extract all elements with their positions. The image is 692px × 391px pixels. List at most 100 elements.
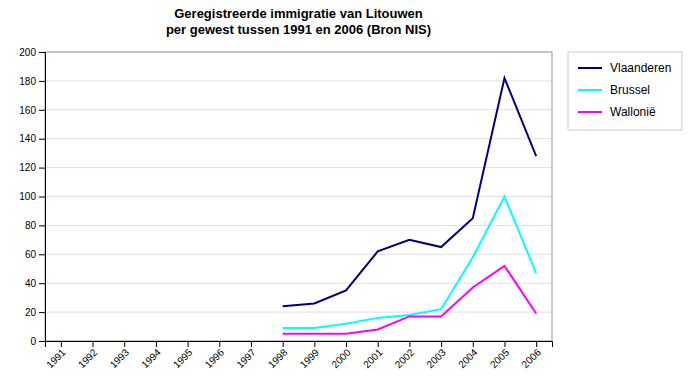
tick: 1998 xyxy=(266,341,290,370)
legend-swatch xyxy=(578,89,602,91)
tick-label: 180 xyxy=(19,76,36,87)
tick-mark xyxy=(39,254,45,255)
tick: 1999 xyxy=(298,341,322,370)
legend-box xyxy=(568,52,682,130)
tick: 40 xyxy=(25,278,45,289)
y-axis: 020406080100120140160180200 xyxy=(19,47,45,347)
title: Geregistreerde immigratie van Litouwenpe… xyxy=(166,6,431,37)
grid-line xyxy=(45,312,552,313)
tick-mark xyxy=(39,168,45,169)
plot: 1991199219931994199519961997199819992000… xyxy=(19,47,552,370)
legend-label: Wallonië xyxy=(610,105,656,119)
grid-line xyxy=(45,80,552,81)
tick: 0 xyxy=(30,336,45,347)
legend-item: Brussel xyxy=(578,83,650,97)
tick-mark xyxy=(39,283,45,284)
tick-mark xyxy=(39,110,45,111)
tick-label: 0 xyxy=(30,336,36,347)
tick-label: 1993 xyxy=(108,346,132,370)
tick-label: 1994 xyxy=(139,346,163,370)
tick: 1995 xyxy=(171,341,195,370)
tick-mark xyxy=(251,341,252,347)
tick: 2002 xyxy=(393,341,417,370)
chart: 1991199219931994199519961997199819992000… xyxy=(0,0,692,391)
grid-line xyxy=(45,138,552,139)
tick: 2005 xyxy=(488,341,512,370)
tick: 2000 xyxy=(329,341,353,370)
tick: 1993 xyxy=(108,341,132,370)
tick-mark xyxy=(283,341,284,347)
tick-mark xyxy=(536,341,537,347)
legend-item: Vlaanderen xyxy=(578,61,671,75)
tick-label: 1997 xyxy=(234,346,258,370)
tick-label: 1996 xyxy=(203,346,227,370)
legend: Vlaanderen Brussel Wallonië xyxy=(568,52,682,130)
tick-label: 2000 xyxy=(329,346,353,370)
tick: 200 xyxy=(19,47,45,58)
grid-line xyxy=(45,167,552,168)
lines xyxy=(283,78,537,334)
series-line xyxy=(283,78,537,306)
tick-mark xyxy=(378,341,379,347)
tick: 100 xyxy=(19,191,45,202)
tick: 1992 xyxy=(76,341,100,370)
grid-line xyxy=(45,196,552,197)
legend-swatch xyxy=(578,67,602,69)
tick: 1997 xyxy=(234,341,258,370)
tick-mark xyxy=(39,52,45,53)
tick-label: 60 xyxy=(25,249,37,260)
tick: 1996 xyxy=(203,341,227,370)
legend-label: Vlaanderen xyxy=(610,61,671,75)
grid-line xyxy=(45,283,552,284)
grid-line xyxy=(45,225,552,226)
grid xyxy=(45,52,552,341)
tick-mark xyxy=(188,341,189,347)
tick: 180 xyxy=(19,76,45,87)
tick-label: 20 xyxy=(25,307,37,318)
tick: 20 xyxy=(25,307,45,318)
tick-mark xyxy=(473,341,474,347)
grid-line xyxy=(45,109,552,110)
legend-label: Brussel xyxy=(610,83,650,97)
tick-label: 80 xyxy=(25,220,37,231)
tick-label: 2002 xyxy=(393,346,417,370)
tick: 1994 xyxy=(139,341,163,370)
axis-line xyxy=(39,53,46,342)
tick: 160 xyxy=(19,105,45,116)
tick-label: 1998 xyxy=(266,346,290,370)
tick-mark xyxy=(39,197,45,198)
tick-mark xyxy=(39,139,45,140)
tick: 60 xyxy=(25,249,45,260)
legend-item: Wallonië xyxy=(578,105,656,119)
plot-frame xyxy=(45,52,552,341)
tick-label: 2001 xyxy=(361,346,385,370)
tick: 2004 xyxy=(456,341,480,370)
tick: 80 xyxy=(25,220,45,231)
tick: 1991 xyxy=(44,341,68,370)
tick-mark xyxy=(409,341,410,347)
tick-label: 2005 xyxy=(488,346,512,370)
tick-mark xyxy=(156,341,157,347)
tick-mark xyxy=(39,341,45,342)
tick-label: 2006 xyxy=(520,346,544,370)
tick-label: 2004 xyxy=(456,346,480,370)
tick-mark xyxy=(124,341,125,347)
tick-mark xyxy=(441,341,442,347)
tick-mark xyxy=(314,341,315,347)
tick-label: 1995 xyxy=(171,346,195,370)
tick-label: 1991 xyxy=(44,346,68,370)
grid-line xyxy=(45,254,552,255)
tick-mark xyxy=(39,312,45,313)
tick-mark xyxy=(219,341,220,347)
tick-label: 140 xyxy=(19,133,36,144)
tick-mark xyxy=(504,341,505,347)
legend-swatch xyxy=(578,111,602,113)
tick-label: 100 xyxy=(19,191,36,202)
tick-label: 2003 xyxy=(424,346,448,370)
tick-label: 40 xyxy=(25,278,37,289)
tick-label: 1999 xyxy=(298,346,322,370)
series-line xyxy=(283,197,537,328)
axis-line xyxy=(46,342,553,348)
tick-label: 1992 xyxy=(76,346,100,370)
tick: 2003 xyxy=(424,341,448,370)
